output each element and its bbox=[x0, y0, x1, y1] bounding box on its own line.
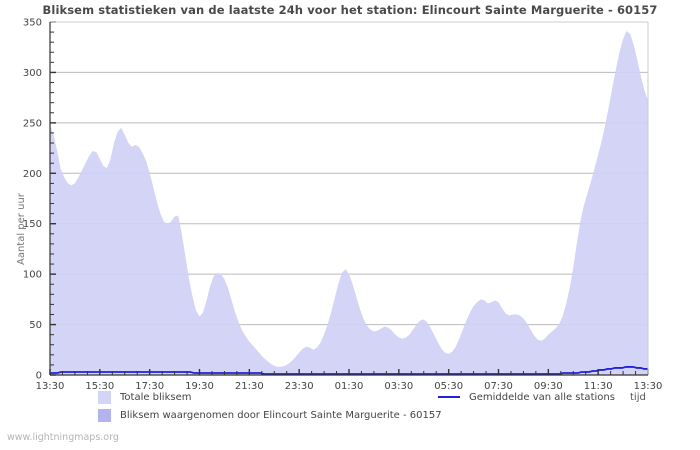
plot-area: 0 50 100 150 200 250 300 350 13:30 15:30 17:30 19:… bbox=[23, 18, 663, 391]
svg-text:0: 0 bbox=[36, 371, 42, 382]
svg-text:350: 350 bbox=[23, 18, 42, 29]
svg-text:07:30: 07:30 bbox=[484, 381, 513, 390]
svg-text:19:30: 19:30 bbox=[185, 381, 214, 390]
legend-swatch-station-icon bbox=[98, 408, 111, 422]
svg-text:11:30: 11:30 bbox=[584, 381, 613, 390]
chart-title: Bliksem statistieken van de laatste 24h … bbox=[42, 3, 658, 17]
legend-item-station[interactable]: Bliksem waargenomen door Elincourt Saint… bbox=[98, 407, 442, 423]
svg-text:05:30: 05:30 bbox=[434, 381, 463, 390]
svg-text:100: 100 bbox=[23, 270, 42, 281]
svg-text:200: 200 bbox=[23, 169, 42, 180]
svg-text:09:30: 09:30 bbox=[534, 381, 563, 390]
watermark: www.lightningmaps.org bbox=[7, 432, 119, 443]
svg-text:17:30: 17:30 bbox=[135, 381, 164, 390]
legend-swatch-total-icon bbox=[98, 390, 111, 404]
svg-text:50: 50 bbox=[29, 320, 42, 331]
svg-text:23:30: 23:30 bbox=[285, 381, 314, 390]
legend-item-average[interactable]: Gemiddelde van alle stations bbox=[438, 389, 615, 405]
svg-text:01:30: 01:30 bbox=[335, 381, 364, 390]
legend-item-total[interactable]: Totale bliksem bbox=[98, 389, 191, 405]
svg-text:300: 300 bbox=[23, 68, 42, 79]
svg-text:150: 150 bbox=[23, 219, 42, 230]
legend-line-average-icon bbox=[438, 396, 460, 398]
plot-frame bbox=[49, 21, 649, 376]
legend-label-total: Totale bliksem bbox=[120, 391, 192, 403]
legend-label-station: Bliksem waargenomen door Elincourt Saint… bbox=[120, 409, 442, 421]
data-areas bbox=[50, 31, 648, 376]
svg-text:13:30: 13:30 bbox=[634, 381, 663, 390]
y-axis-tick-labels: 0 50 100 150 200 250 300 350 bbox=[23, 18, 42, 382]
legend-label-average: Gemiddelde van alle stations bbox=[469, 391, 615, 403]
x-axis-title: tijd bbox=[630, 392, 646, 403]
x-axis-tick-labels: 13:30 15:30 17:30 19:30 21:30 23:30 01:30 03:30… bbox=[36, 381, 663, 390]
svg-text:21:30: 21:30 bbox=[235, 381, 264, 390]
svg-text:15:30: 15:30 bbox=[85, 381, 114, 390]
chart-legend: Totale bliksem Bliksem waargenomen door … bbox=[0, 388, 700, 428]
svg-text:250: 250 bbox=[23, 118, 42, 129]
svg-text:03:30: 03:30 bbox=[384, 381, 413, 390]
svg-text:13:30: 13:30 bbox=[36, 381, 65, 390]
